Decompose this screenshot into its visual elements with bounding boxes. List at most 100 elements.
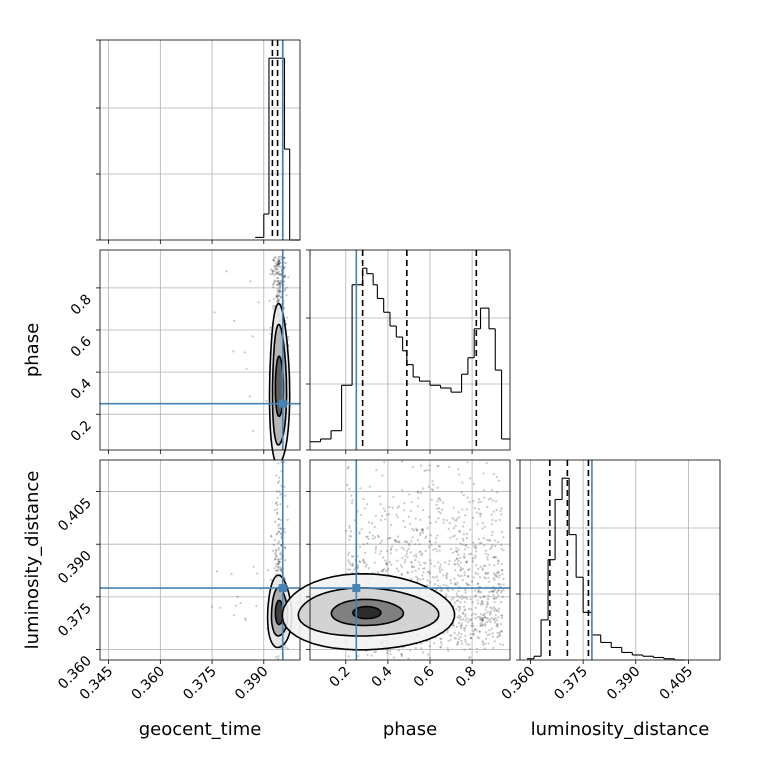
density-geocent-time-vs-phase-sample-point [279,266,282,269]
density-phase-vs-luminosity-distance-sample-point [436,550,439,553]
density-phase-vs-luminosity-distance-sample-point [440,637,443,640]
density-phase-vs-luminosity-distance-sample-point [365,535,368,538]
density-geocent-time-vs-phase-sample-point [274,265,277,268]
density-phase-vs-luminosity-distance-sample-point [395,540,398,544]
density-phase-vs-luminosity-distance-sample-point [447,649,450,652]
density-phase-vs-luminosity-distance-sample-point [465,561,468,564]
density-geocent-time-vs-luminosity-distance-sample-point [215,570,218,573]
density-geocent-time-vs-luminosity-distance-sample-point [244,617,247,620]
density-phase-vs-luminosity-distance-sample-point [501,573,504,576]
density-phase-vs-luminosity-distance-sample-point [492,597,495,600]
density-phase-vs-luminosity-distance-sample-point [474,572,477,575]
density-phase-vs-luminosity-distance-sample-point [458,473,461,476]
density-geocent-time-vs-phase-sample-point [276,283,279,286]
density-phase-vs-luminosity-distance-sample-point [454,582,457,585]
ytick-label-phase-2: 0.6 [68,333,95,360]
density-phase-vs-luminosity-distance-sample-point [466,575,469,579]
density-phase-vs-luminosity-distance-sample-point [416,505,419,508]
panel-hist-luminosity-distance: 0.360 0.375 0.390 0.405 [499,459,721,703]
density-geocent-time-vs-luminosity-distance-sample-point [277,563,280,566]
density-geocent-time-vs-luminosity-distance-sample-point [273,538,276,542]
density-phase-vs-luminosity-distance-sample-point [395,567,399,570]
density-phase-vs-luminosity-distance-sample-point [456,616,459,619]
density-phase-vs-luminosity-distance-sample-point [486,558,489,561]
density-phase-vs-luminosity-distance-sample-point [469,528,472,531]
density-phase-vs-luminosity-distance-sample-point [437,545,440,548]
density-phase-vs-luminosity-distance-sample-point [400,653,403,656]
density-geocent-time-vs-luminosity-distance-sample-point [277,546,280,550]
density-phase-vs-luminosity-distance-sample-point [490,617,493,620]
density-phase-vs-luminosity-distance-sample-point [438,565,441,569]
density-phase-vs-luminosity-distance-sample-point [478,512,481,515]
density-phase-vs-luminosity-distance-sample-point [483,496,486,499]
density-phase-vs-luminosity-distance-sample-point [494,621,497,624]
density-phase-vs-luminosity-distance-sample-point [463,571,466,574]
density-phase-vs-luminosity-distance-sample-point [471,560,474,563]
density-geocent-time-vs-luminosity-distance-sample-point [277,530,280,534]
density-phase-vs-luminosity-distance-sample-point [362,561,365,564]
density-phase-vs-luminosity-distance-sample-point [412,529,415,532]
density-phase-vs-luminosity-distance-sample-point [491,632,494,635]
density-phase-vs-luminosity-distance-sample-point [438,545,442,548]
density-phase-vs-luminosity-distance-sample-point [493,601,496,604]
density-phase-vs-luminosity-distance-sample-point [381,539,384,542]
density-phase-vs-luminosity-distance-sample-point [362,543,365,546]
density-phase-vs-luminosity-distance-sample-point [496,622,499,625]
density-phase-vs-luminosity-distance-sample-point [481,619,485,622]
density-phase-vs-luminosity-distance-sample-point [456,551,459,554]
density-phase-vs-luminosity-distance-sample-point [490,627,493,630]
density-phase-vs-luminosity-distance-sample-point [496,625,499,628]
density-geocent-time-vs-luminosity-distance-sample-point [274,551,277,555]
density-phase-vs-luminosity-distance-sample-point [460,597,464,600]
density-phase-vs-luminosity-distance-sample-point [453,534,456,537]
density-phase-vs-luminosity-distance-sample-point [442,501,445,504]
density-geocent-time-vs-phase-sample-point [273,280,276,283]
density-geocent-time-vs-luminosity-distance-sample-point [234,604,238,607]
density-geocent-time-vs-luminosity-distance-sample-point [277,562,280,565]
density-phase-vs-luminosity-distance-sample-point [481,568,484,571]
density-phase-vs-luminosity-distance-sample-point [476,591,479,594]
density-phase-vs-luminosity-distance-sample-point [417,491,420,494]
density-phase-vs-luminosity-distance-sample-point [463,609,466,612]
density-phase-vs-luminosity-distance-sample-point [452,527,455,530]
density-phase-vs-luminosity-distance-sample-point [478,498,481,501]
density-phase-vs-luminosity-distance-sample-point [431,480,434,483]
density-phase-vs-luminosity-distance-sample-point [456,640,460,644]
density-phase-vs-luminosity-distance-sample-point [460,633,463,636]
density-geocent-time-vs-phase-sample-point [278,262,281,265]
density-phase-vs-luminosity-distance-sample-point [386,651,389,655]
density-geocent-time-vs-luminosity-distance-sample-point [274,520,277,523]
density-geocent-time-vs-luminosity-distance-sample-point [276,512,279,515]
density-phase-vs-luminosity-distance-sample-point [485,631,488,634]
density-phase-vs-luminosity-distance-sample-point [403,502,406,505]
density-geocent-time-vs-luminosity-distance-sample-point [277,480,281,483]
density-phase-vs-luminosity-distance-sample-point [394,539,397,542]
density-phase-vs-luminosity-distance-sample-point [471,622,474,625]
density-geocent-time-vs-phase-sample-point [277,281,280,284]
density-phase-vs-luminosity-distance-sample-point [381,474,384,477]
density-phase-vs-luminosity-distance-sample-point [417,497,420,500]
density-phase-vs-luminosity-distance-sample-point [419,563,422,567]
density-geocent-time-vs-luminosity-distance-sample-point [219,606,222,609]
density-geocent-time-vs-luminosity-distance-sample-point [276,508,279,511]
density-phase-vs-luminosity-distance-sample-point [432,483,435,486]
density-geocent-time-vs-luminosity-distance-sample-point [269,535,272,538]
density-geocent-time-vs-phase-sample-point [269,332,272,336]
density-geocent-time-vs-luminosity-distance-sample-point [275,474,278,477]
density-phase-vs-luminosity-distance-sample-point [445,584,448,587]
density-phase-vs-luminosity-distance-sample-point [462,627,466,630]
density-phase-vs-luminosity-distance-sample-point [450,598,453,601]
density-phase-vs-luminosity-distance-sample-point [414,517,417,520]
density-geocent-time-vs-phase-sample-point [276,260,279,263]
density-phase-vs-luminosity-distance-sample-point [469,477,472,480]
density-geocent-time-vs-luminosity-distance-sample-point [275,565,278,568]
density-phase-vs-luminosity-distance-sample-point [463,553,466,556]
density-phase-vs-luminosity-distance-sample-point [449,581,452,585]
density-phase-vs-luminosity-distance-sample-point [492,590,495,593]
density-geocent-time-vs-phase-sample-point [284,275,287,278]
density-phase-vs-luminosity-distance-sample-point [469,656,472,659]
density-phase-vs-luminosity-distance-sample-point [459,624,462,628]
density-phase-vs-luminosity-distance-sample-point [482,641,485,644]
density-phase-vs-luminosity-distance-sample-point [461,594,464,597]
density-geocent-time-vs-luminosity-distance-sample-point [278,561,281,564]
